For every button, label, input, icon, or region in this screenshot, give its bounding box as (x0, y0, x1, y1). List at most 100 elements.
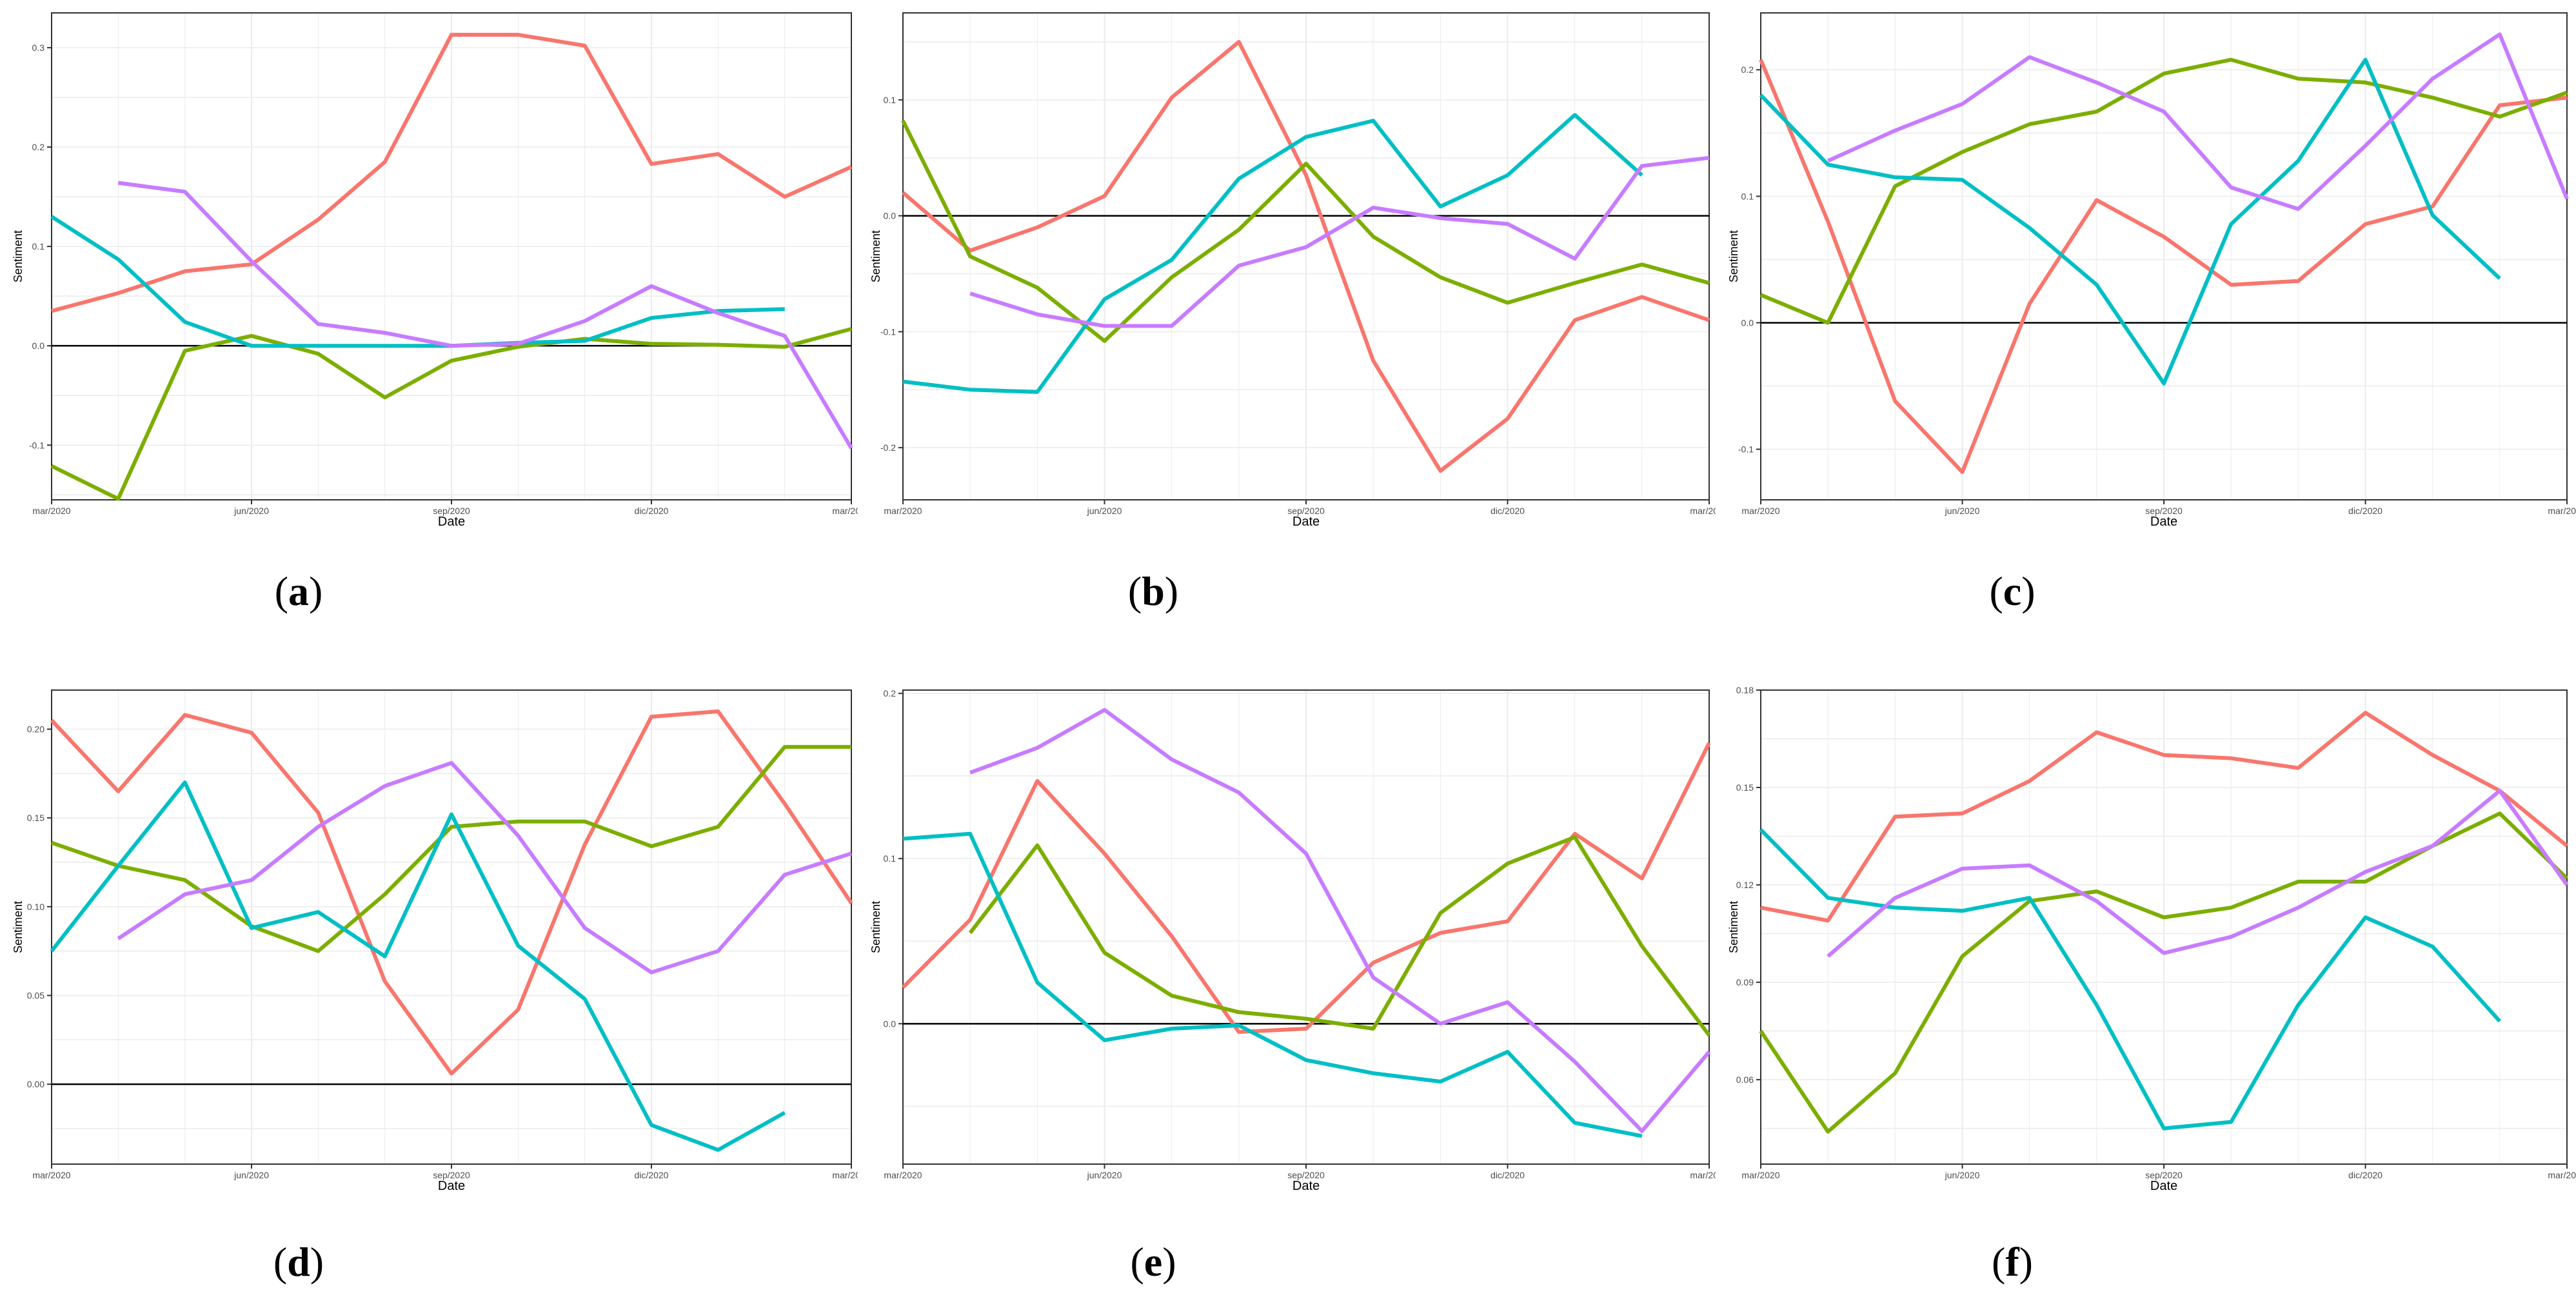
x-tick-label: mar/2021 (1690, 1170, 1716, 1180)
y-tick-label: 0.18 (1736, 685, 1754, 695)
x-axis-title: Date (438, 1179, 465, 1193)
series-line-green (51, 745, 851, 953)
x-tick-label: sep/2020 (433, 1170, 470, 1180)
series-line-green (50, 327, 852, 501)
chart-d: 0.00 0.05 0.10 0.15 0.20 mar/2020 jun/2020 sep/… (12, 689, 858, 1193)
x-axis-title: Date (1293, 515, 1320, 529)
series-line-red (1760, 711, 2568, 923)
series-line-red (1759, 59, 2568, 474)
y-tick-label: 0.0 (884, 211, 897, 221)
caption-a: (a) (274, 568, 323, 614)
x-tick-label: mar/2020 (1741, 1170, 1779, 1180)
series-line-cyan (902, 113, 1643, 394)
x-tick-label: mar/2020 (884, 506, 922, 516)
chart-e: 0.0 0.1 0.2 mar/2020 jun/2020 sep/2020 dic/202… (869, 688, 1716, 1193)
x-axis-title: Date (1293, 1179, 1320, 1193)
y-tick-label: 0.1 (1741, 191, 1754, 201)
y-tick-label: 0.1 (884, 95, 897, 105)
series-line-red (902, 39, 1710, 473)
x-tick-label: dic/2020 (2348, 1170, 2383, 1180)
x-tick-label: jun/2020 (233, 506, 269, 516)
chart-a: -0.1 0.0 0.1 0.2 0.3 mar/2020 jun/2020 sep/2020… (12, 12, 858, 529)
x-tick-label: mar/2020 (32, 1170, 70, 1180)
y-tick-label: -0.1 (1738, 444, 1754, 455)
x-tick-label: jun/2020 (1945, 1170, 1980, 1180)
series-line-green (901, 119, 1710, 343)
y-tick-label: 0.06 (1736, 1074, 1754, 1085)
x-tick-label: dic/2020 (1491, 1170, 1525, 1180)
x-tick-label: sep/2020 (2145, 1170, 2183, 1180)
y-tick-label: 0.20 (27, 724, 45, 735)
y-tick-label: 0.15 (1736, 782, 1754, 793)
y-tick-label: 0.00 (27, 1079, 45, 1089)
caption-f: (f) (1992, 1239, 2033, 1285)
y-tick-label: 0.09 (1736, 977, 1754, 987)
y-tick-label: 0.3 (32, 43, 45, 53)
x-tick-label: dic/2020 (635, 1170, 669, 1180)
x-tick-label: dic/2020 (2348, 506, 2383, 516)
series-line-purple (117, 181, 853, 450)
caption-b: (b) (1127, 568, 1179, 614)
y-tick-label: 0.2 (884, 688, 897, 698)
x-tick-label: mar/2021 (832, 506, 858, 516)
x-tick-label: sep/2020 (1287, 506, 1325, 516)
x-tick-label: mar/2021 (832, 1170, 858, 1180)
y-tick-label: -0.2 (880, 442, 896, 453)
chart-c: -0.1 0.0 0.1 0.2 mar/2020 jun/2020 sep/2020 dic… (1727, 12, 2576, 529)
series-line-red (901, 742, 1711, 1034)
x-tick-label: jun/2020 (233, 1170, 269, 1180)
series-line-purple (1827, 32, 2569, 211)
y-axis-title: Sentiment (12, 901, 25, 953)
x-tick-label: sep/2020 (433, 506, 470, 516)
x-axis-title: Date (438, 515, 465, 529)
x-tick-label: jun/2020 (1087, 506, 1122, 516)
y-axis-title: Sentiment (869, 901, 882, 953)
chart-b: -0.2 -0.1 0.0 0.1 mar/2020 jun/2020 sep/2020 di… (869, 12, 1716, 529)
series-line-purple (1827, 789, 2569, 958)
series-line-cyan (50, 780, 786, 1152)
series-line-green (1759, 57, 2568, 325)
x-tick-label: sep/2020 (1287, 1170, 1325, 1180)
y-tick-label: 0.2 (32, 142, 45, 152)
x-tick-label: mar/2021 (2548, 506, 2576, 516)
y-tick-label: 0.10 (27, 902, 45, 912)
y-tick-label: -0.1 (880, 326, 896, 337)
series-line-red (50, 709, 853, 1076)
y-tick-label: 0.1 (32, 241, 45, 252)
y-tick-label: 0.15 (27, 813, 45, 823)
series-line-cyan (50, 215, 785, 348)
y-tick-label: 0.1 (884, 853, 897, 864)
series-line-cyan (1759, 57, 2501, 386)
y-axis-title: Sentiment (1727, 901, 1740, 953)
y-tick-label: 0.0 (32, 341, 45, 351)
y-tick-label: -0.1 (29, 440, 45, 450)
caption-d: (d) (273, 1239, 324, 1285)
x-axis-title: Date (2150, 515, 2177, 529)
y-axis-title: Sentiment (12, 230, 25, 282)
y-tick-label: 0.05 (27, 990, 45, 1000)
series-line-green (968, 835, 1711, 1037)
y-tick-label: 0.0 (1741, 317, 1754, 328)
x-axis-title: Date (2150, 1179, 2177, 1193)
y-tick-label: 0.0 (884, 1018, 897, 1029)
series-line-purple (969, 155, 1710, 328)
series-line-cyan (902, 831, 1643, 1138)
x-tick-label: jun/2020 (1945, 506, 1980, 516)
y-axis-title: Sentiment (1727, 230, 1740, 282)
x-tick-label: jun/2020 (1087, 1170, 1122, 1180)
x-tick-label: mar/2021 (1690, 506, 1716, 516)
x-tick-label: sep/2020 (2145, 506, 2183, 516)
x-tick-label: dic/2020 (635, 506, 669, 516)
x-tick-label: mar/2020 (32, 506, 70, 516)
series-line-cyan (1759, 828, 2502, 1131)
y-tick-label: 0.12 (1736, 880, 1754, 890)
x-tick-label: mar/2021 (2548, 1170, 2576, 1180)
caption-e: (e) (1130, 1239, 1176, 1285)
series-line-purple (969, 707, 1711, 1133)
x-tick-label: mar/2020 (1741, 506, 1779, 516)
y-axis-title: Sentiment (869, 230, 882, 282)
chart-f: 0.06 0.09 0.12 0.15 0.18 mar/2020 jun/2020 sep/… (1727, 685, 2576, 1193)
series-line-purple (117, 760, 852, 975)
y-tick-label: 0.2 (1741, 64, 1754, 75)
series-line-red (51, 32, 853, 313)
